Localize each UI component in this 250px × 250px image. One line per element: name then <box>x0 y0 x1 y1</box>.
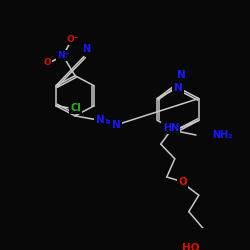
Text: N: N <box>82 44 90 54</box>
Text: O: O <box>178 178 187 188</box>
Text: Cl: Cl <box>70 103 81 113</box>
Text: N: N <box>112 120 120 130</box>
Text: HO: HO <box>182 243 200 250</box>
Text: HN: HN <box>163 123 179 133</box>
Text: N: N <box>174 82 182 92</box>
Text: O: O <box>43 58 51 68</box>
Text: NH₂: NH₂ <box>212 130 233 140</box>
Text: O⁻: O⁻ <box>67 35 79 44</box>
Text: N: N <box>96 116 104 126</box>
Text: N: N <box>177 70 186 80</box>
Text: N⁺: N⁺ <box>57 51 69 60</box>
